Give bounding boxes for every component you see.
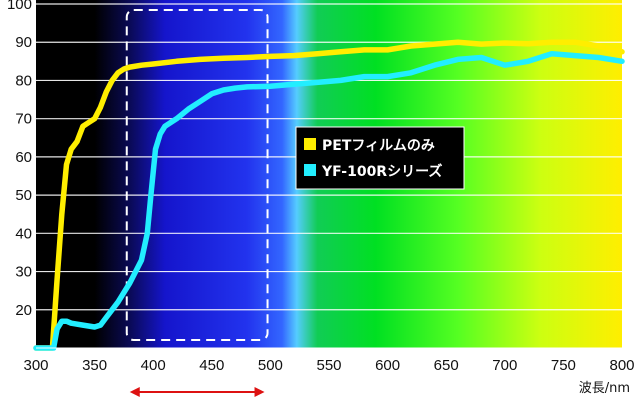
y-tick-label-70: 70 <box>15 111 32 128</box>
legend-swatch-2 <box>304 164 316 176</box>
x-tick-label-400: 400 <box>141 357 166 374</box>
x-tick-label-600: 600 <box>375 357 400 374</box>
annotations <box>125 9 269 397</box>
x-tick-label-650: 650 <box>434 357 459 374</box>
y-tick-label-80: 80 <box>15 72 32 89</box>
gridlines <box>36 3 622 311</box>
legend-box <box>295 126 465 190</box>
x-tick-label-300: 300 <box>23 357 48 374</box>
range-arrow-head-left <box>129 387 140 397</box>
x-tick-label-550: 550 <box>316 357 341 374</box>
x-tick-label-500: 500 <box>258 357 283 374</box>
y-tick-label-30: 30 <box>15 264 32 281</box>
y-tick-label-50: 50 <box>15 187 32 204</box>
legend-swatch-1 <box>304 138 316 150</box>
axis-ticks: 20 30 40 50 60 70 80 90 100 300 350 400 450 500 550 600… <box>7 0 635 374</box>
x-tick-label-350: 350 <box>82 357 107 374</box>
y-tick-label-60: 60 <box>15 149 32 166</box>
y-tick-label-100: 100 <box>7 0 32 13</box>
series-line-1 <box>33 39 625 351</box>
x-tick-label-700: 700 <box>492 357 517 374</box>
series-line-2 <box>33 50 625 351</box>
x-axis-label: 波長/nm <box>579 381 630 396</box>
y-tick-label-20: 20 <box>15 302 32 319</box>
x-tick-label-750: 750 <box>551 357 576 374</box>
y-tick-label-90: 90 <box>15 34 32 51</box>
range-arrow-head-right <box>254 387 265 397</box>
series-lines <box>33 39 625 351</box>
legend-label-1: PETフィルムのみ <box>322 138 435 154</box>
uv-region-dashed-box <box>125 9 269 341</box>
x-tick-label-450: 450 <box>199 357 224 374</box>
y-tick-label-40: 40 <box>15 225 32 242</box>
legend-label-2: YF-100Rシリーズ <box>321 163 442 180</box>
x-tick-label-800: 800 <box>609 357 634 374</box>
legend: PETフィルムのみ YF-100Rシリーズ <box>295 126 465 190</box>
